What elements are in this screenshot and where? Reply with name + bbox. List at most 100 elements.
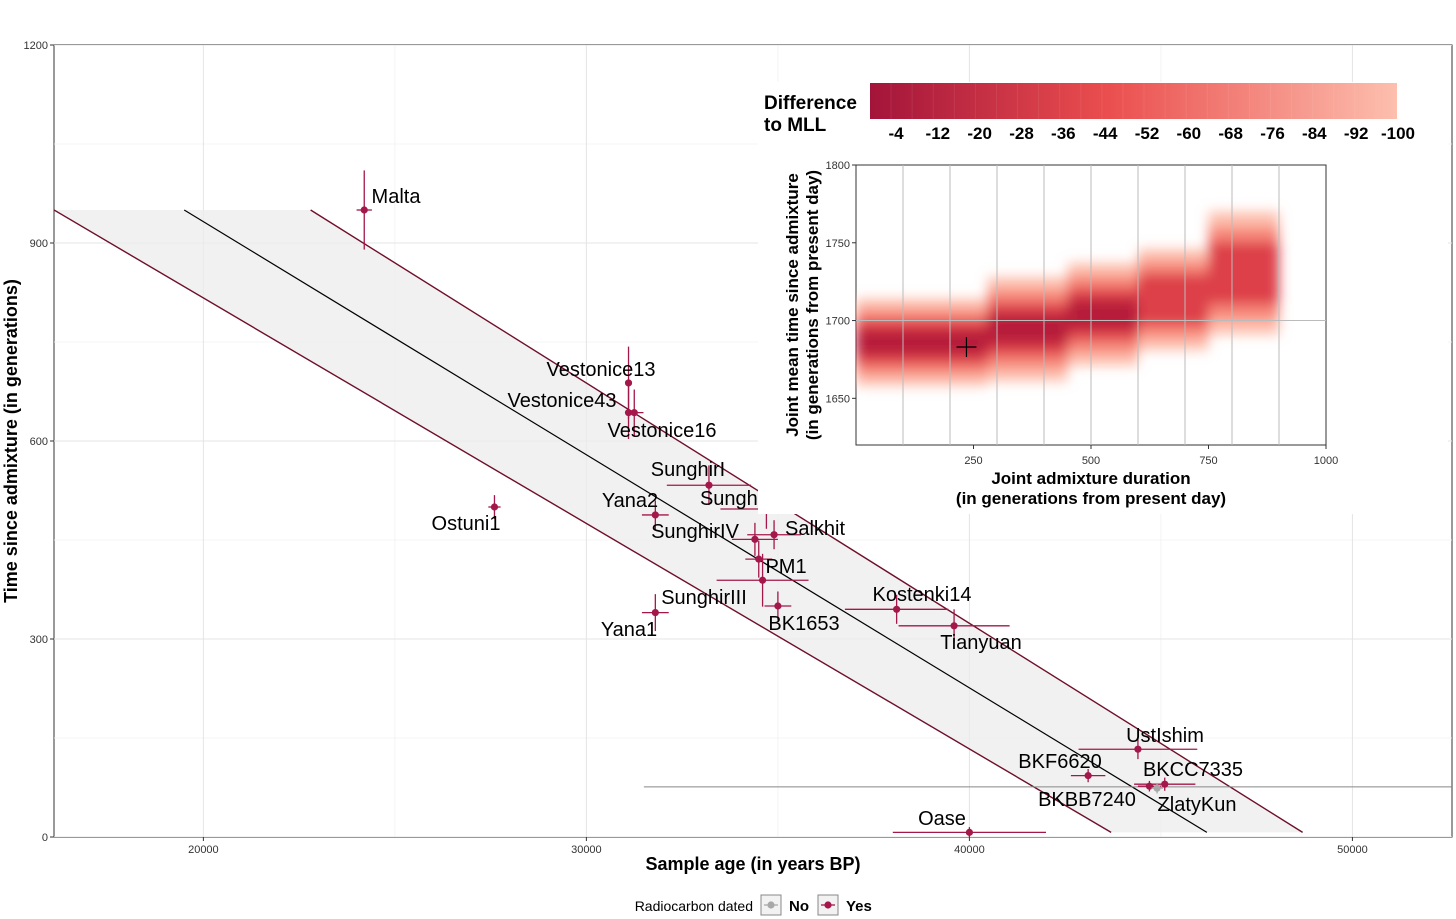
legend-label-yes: Yes	[846, 898, 872, 915]
legend-swatch-no	[767, 901, 775, 909]
colorbar-tick-label: -52	[1135, 124, 1160, 143]
colorbar-tick-label: -60	[1177, 124, 1202, 143]
x-tick-label: 50000	[1337, 844, 1368, 856]
label-yana1: Yana1	[601, 619, 657, 641]
point-bkcc7335	[1134, 777, 1196, 791]
inset-y-tick-label: 1750	[826, 238, 850, 250]
point-oase	[892, 827, 1047, 837]
colorbar-tick-label: -36	[1051, 124, 1076, 143]
label-sunghiri: SunghirI	[651, 459, 726, 481]
mle-crosshair-marker	[956, 337, 977, 357]
radiocarbon-legend: Radiocarbon dated No Yes	[635, 894, 872, 916]
point-marker	[705, 481, 713, 489]
label-oase: Oase	[918, 808, 966, 830]
point-sunghiri	[666, 465, 752, 506]
band-fill	[54, 210, 1303, 833]
colorbar-tick-label: -68	[1218, 124, 1243, 143]
point-marker	[751, 535, 759, 543]
point-marker	[624, 379, 633, 387]
label-sunghiriv: SunghirIV	[651, 521, 739, 543]
inset-x-title-line1: Joint admixture duration	[991, 469, 1190, 488]
point-marker	[758, 576, 767, 584]
legend-swatch-yes	[824, 901, 832, 909]
inset-x-tick-label: 250	[964, 455, 982, 467]
label-pm1: PM1	[765, 556, 806, 578]
label-vestonice16: Vestonice16	[608, 420, 717, 442]
label-tianyuan: Tianyuan	[940, 632, 1022, 654]
sample-points	[356, 170, 1198, 837]
inset-x-title-line2: (in generations from present day)	[956, 489, 1226, 508]
point-marker	[770, 531, 778, 539]
inset-x-tick-label: 750	[1199, 455, 1217, 467]
label-malta: Malta	[372, 186, 422, 208]
point-marker	[1161, 780, 1169, 788]
y-axis-title: Time since admixture (in generations)	[1, 279, 21, 603]
label-bk1653: BK1653	[768, 613, 839, 635]
label-vestonice13: Vestonice13	[547, 359, 656, 381]
label-zlatykun: ZlatyKun	[1158, 794, 1237, 816]
colorbar-tick-label: -4	[888, 124, 904, 143]
colorbar-tick-label: -100	[1381, 124, 1415, 143]
x-tick-label: 40000	[954, 844, 985, 856]
point-marker	[651, 609, 659, 617]
inset-y-tick-label: 1800	[826, 160, 850, 172]
point-marker	[651, 511, 659, 519]
inset-y-tick-label: 1650	[826, 393, 850, 405]
point-kostenki14	[844, 594, 949, 624]
point-marker	[950, 622, 958, 630]
point-ustishim	[1078, 739, 1198, 760]
point-salkhit	[747, 520, 801, 550]
point-yana1	[641, 594, 669, 632]
point-zlatykun	[1151, 782, 1163, 794]
point-sunghiriii	[716, 553, 809, 607]
inset-y-ticks: 1650 1700 1750 1800	[826, 160, 856, 405]
inset-x-tick-label: 500	[1082, 455, 1100, 467]
label-bkcc7335: BKCC7335	[1143, 759, 1243, 781]
colorbar-tick-label: -76	[1260, 124, 1285, 143]
colorbar-tick-label: -20	[967, 124, 992, 143]
point-sunghiriv	[731, 522, 778, 556]
point-marker	[774, 602, 782, 610]
colorbar-tick-label: -28	[1009, 124, 1034, 143]
inset-gridlines	[856, 165, 1326, 445]
colorbar-gradient	[870, 83, 1397, 119]
point-tianyuan	[898, 609, 1010, 643]
point-marker	[965, 828, 974, 836]
label-sunghiriii: SunghirIII	[661, 587, 747, 609]
colorbar-title-line2: to MLL	[764, 115, 827, 136]
point-marker	[1153, 784, 1161, 792]
confidence-band	[54, 209, 1452, 833]
y-tick-label: 1200	[24, 40, 48, 52]
label-bkf6620: BKF6620	[1018, 751, 1101, 773]
point-marker	[1145, 782, 1154, 790]
colorbar-tick-label: -84	[1302, 124, 1327, 143]
y-tick-label: 300	[30, 634, 48, 646]
point-marker	[630, 409, 638, 417]
inset-plot: Difference to MLL -4 -12 -20 -28 -36 -44 -52 -6…	[758, 82, 1448, 514]
label-ustishim: UstIshim	[1126, 725, 1204, 747]
point-vestonice16	[625, 389, 644, 436]
likelihood-surface	[856, 211, 1279, 386]
x-axis-title: Sample age (in years BP)	[645, 854, 860, 874]
label-bkbb7240: BKBB7240	[1038, 789, 1136, 811]
label-kostenki14: Kostenki14	[873, 584, 972, 606]
colorbar: -4 -12 -20 -28 -36 -44 -52 -60 -68 -76 -84 -92 -100	[870, 83, 1415, 143]
point-marker	[490, 503, 499, 511]
lower-bound-line	[54, 209, 1112, 833]
label-vestonice43: Vestonice43	[508, 390, 617, 412]
x-axis-ticks: 20000 30000 40000 50000	[188, 837, 1368, 856]
y-axis-ticks: 0 300 600 900 1200	[24, 40, 54, 844]
inset-y-tick-label: 1700	[826, 316, 850, 328]
point-yana2	[641, 500, 669, 530]
point-marker	[893, 605, 901, 613]
legend-label-no: No	[789, 898, 809, 915]
inset-y-title-line2: (in generations from present day)	[803, 170, 822, 440]
inset-x-tick-label: 1000	[1314, 455, 1338, 467]
upper-bound-line	[310, 209, 1303, 833]
y-tick-label: 600	[30, 436, 48, 448]
point-marker	[360, 206, 368, 214]
x-tick-label: 30000	[571, 844, 602, 856]
point-marker	[755, 555, 763, 563]
legend-title: Radiocarbon dated	[635, 898, 753, 914]
y-tick-label: 900	[30, 238, 48, 250]
